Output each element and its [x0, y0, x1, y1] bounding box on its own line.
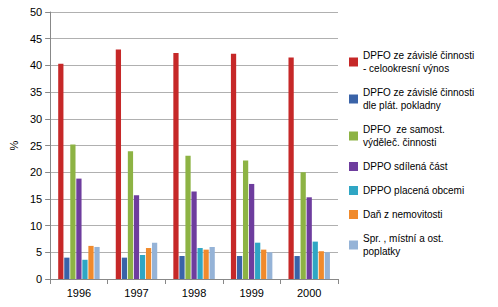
svg-text:20: 20 [30, 166, 42, 178]
svg-text:0: 0 [36, 273, 42, 285]
svg-text:DPFO ze závislé činnosti: DPFO ze závislé činnosti [363, 87, 477, 98]
svg-text:DPFO ze samost.: DPFO ze samost. [363, 124, 447, 135]
svg-text:Spr. , místní a ost.: Spr. , místní a ost. [363, 233, 446, 244]
svg-text:výděleč. činnosti: výděleč. činnosti [363, 137, 436, 148]
svg-text:25: 25 [30, 140, 42, 152]
svg-text:DPPO sdílená část: DPPO sdílená část [363, 161, 448, 172]
svg-text:30: 30 [30, 113, 42, 125]
svg-text:poplatky: poplatky [363, 246, 400, 257]
svg-text:1999: 1999 [239, 287, 263, 299]
svg-text:5: 5 [36, 246, 42, 258]
svg-text:1997: 1997 [124, 287, 148, 299]
svg-text:10: 10 [30, 220, 42, 232]
svg-text:1996: 1996 [67, 287, 91, 299]
svg-text:40: 40 [30, 59, 42, 71]
svg-text:45: 45 [30, 33, 42, 45]
svg-text:2000: 2000 [297, 287, 321, 299]
svg-text:50: 50 [30, 6, 42, 18]
svg-text:35: 35 [30, 86, 42, 98]
svg-text:%: % [8, 140, 20, 150]
svg-text:15: 15 [30, 193, 42, 205]
svg-text:DPFO ze závislé činnosti: DPFO ze závislé činnosti [363, 50, 477, 61]
svg-text:- celookresní výnos: - celookresní výnos [363, 63, 449, 74]
svg-text:DPPO placená obcemi: DPPO placená obcemi [363, 185, 464, 196]
svg-text:Daň z nemovitosti: Daň z nemovitosti [363, 209, 442, 220]
svg-text:dle plát. pokladny: dle plát. pokladny [363, 100, 441, 111]
svg-text:1998: 1998 [182, 287, 206, 299]
